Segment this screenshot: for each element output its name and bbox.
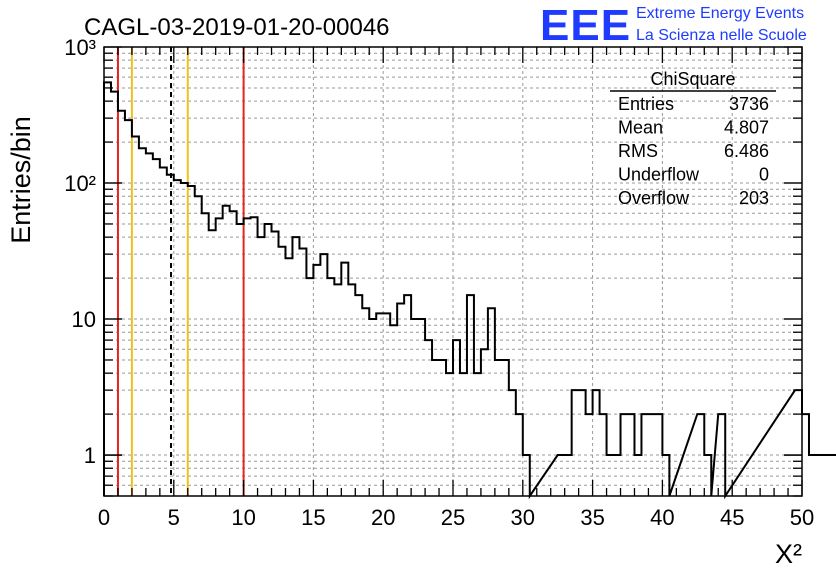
axis-ticks — [103, 46, 803, 497]
stats-label: Mean — [618, 118, 663, 138]
logo-line-1: Extreme Energy Events — [636, 5, 804, 22]
x-tick-label: 30 — [511, 505, 535, 530]
histogram-series — [103, 81, 836, 500]
x-tick-label: 35 — [580, 505, 604, 530]
y-tick-label: 1 — [84, 443, 96, 468]
y-tick-label: 10³ — [64, 35, 96, 60]
x-tick-label: 15 — [301, 505, 325, 530]
x-axis-title: X² — [775, 539, 802, 569]
logo-letters: EEE — [540, 1, 631, 50]
stats-title: ChiSquare — [650, 69, 735, 89]
x-tick-label: 45 — [720, 505, 744, 530]
y-axis-title: Entries/bin — [6, 116, 36, 244]
stats-label: Underflow — [618, 165, 700, 185]
x-tick-label: 5 — [168, 505, 180, 530]
stats-label: Entries — [618, 94, 674, 114]
threshold-lines — [116, 47, 245, 496]
stats-value: 3736 — [729, 94, 769, 114]
stats-value: 203 — [739, 188, 769, 208]
grid-lines — [104, 47, 802, 496]
x-tick-label: 0 — [98, 505, 110, 530]
stats-label: Overflow — [618, 188, 690, 208]
stats-label: RMS — [618, 141, 658, 161]
stats-value: 4.807 — [724, 118, 769, 138]
tick-labels: 0 5 10 15 20 25 30 35 40 45 50 1 10 10² 10³ — [64, 35, 814, 530]
stats-rows: Entries 3736 Mean 4.807 RMS 6.486 Underflow 0 Ov… — [618, 94, 769, 208]
x-tick-label: 50 — [790, 505, 814, 530]
chart-title: CAGL-03-2019-01-20-00046 — [84, 14, 390, 41]
stats-value: 6.486 — [724, 141, 769, 161]
stats-value: 0 — [759, 165, 769, 185]
eee-logo: EEE Extreme Energy Events La Scienza nel… — [540, 1, 807, 50]
y-tick-label: 10 — [72, 307, 96, 332]
y-tick-label: 10² — [64, 171, 96, 196]
stats-box: ChiSquare Entries 3736 Mean 4.807 RMS 6.486 Un… — [610, 69, 776, 208]
x-tick-label: 10 — [231, 505, 255, 530]
x-tick-label: 20 — [371, 505, 395, 530]
logo-line-2: La Scienza nelle Scuole — [636, 27, 807, 44]
x-tick-label: 40 — [650, 505, 674, 530]
x-tick-label: 25 — [441, 505, 465, 530]
